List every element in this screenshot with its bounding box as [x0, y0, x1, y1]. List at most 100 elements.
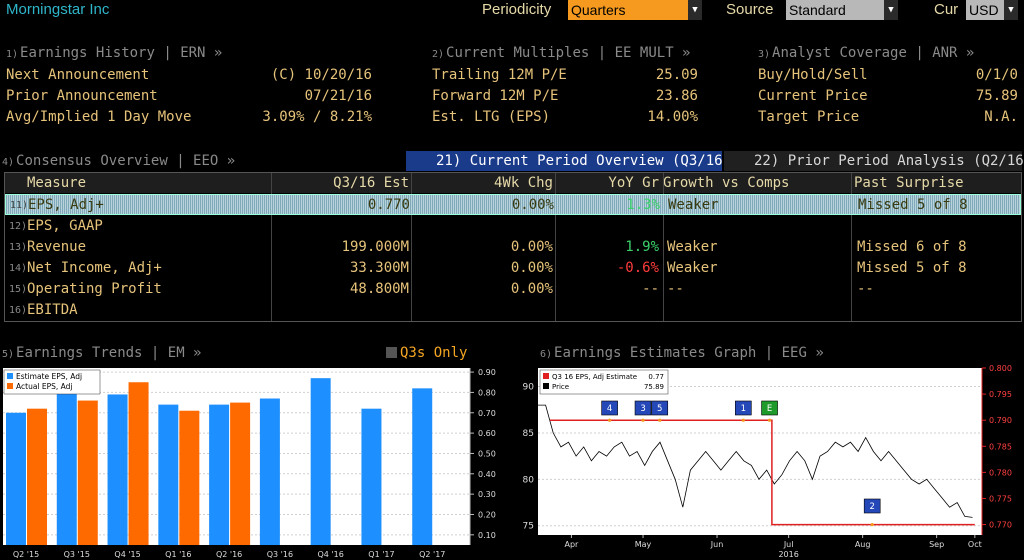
col-header-yoy[interactable]: YoY Gr	[559, 173, 659, 193]
row-surprise: Missed 5 of 8	[858, 197, 968, 213]
periodicity-label: Periodicity	[482, 1, 552, 18]
actual-bar	[179, 410, 200, 545]
earnings-history-link[interactable]: 1) Earnings History | ERN »	[6, 43, 222, 64]
legend-value: 0.77	[648, 373, 664, 381]
y-tick-label: 0.80	[478, 388, 496, 397]
marker-label: 3	[640, 404, 645, 414]
x-tick-label: Q1 '17	[368, 550, 394, 559]
y-tick-label: 0.60	[478, 429, 496, 438]
chevron-down-icon[interactable]: ▼	[1004, 0, 1018, 20]
source-select[interactable]: Standard ▼	[786, 0, 898, 20]
x-tick-label: Aug	[855, 540, 871, 549]
eh-value: (C) 10/20/16	[270, 67, 372, 83]
marker-label: 5	[657, 404, 662, 414]
x-tick-label: Q2 '16	[216, 550, 242, 559]
estimate-bar	[412, 388, 433, 545]
tab-prior-period[interactable]: 22) Prior Period Analysis (Q2/16)	[724, 151, 1024, 171]
earnings-estimates-chart: 758085900.7700.7750.7800.7850.7900.7950.…	[523, 365, 1012, 559]
estimate-bar	[56, 392, 77, 545]
row-measure: EPS, GAAP	[27, 218, 103, 234]
estimates-graph-link[interactable]: 6) Earnings Estimates Graph | EEG »	[540, 343, 824, 364]
section-title: Analyst Coverage | ANR »	[772, 45, 975, 61]
legend-label: Price	[552, 383, 569, 391]
col-header-comps[interactable]: Growth vs Comps	[663, 173, 790, 193]
y-tick-label: 0.30	[478, 490, 496, 499]
eh-value: 3.09% / 8.21%	[262, 109, 372, 125]
row-yoy: 1.9%	[625, 239, 659, 255]
legend-swatch	[7, 383, 13, 389]
table-row[interactable]: 12) EPS, GAAP	[5, 216, 1021, 237]
x-tick-label: Apr	[564, 540, 579, 549]
analyst-coverage-link[interactable]: 3) Analyst Coverage | ANR »	[758, 43, 974, 64]
left-tick-label: 75	[523, 522, 534, 532]
chevron-down-icon[interactable]: ▼	[688, 0, 702, 20]
table-row[interactable]: 11) EPS, Adj+ 0.770 0.00% 1.3% Weaker Mi…	[5, 194, 1021, 215]
table-row[interactable]: 14) Net Income, Adj+ 33.300M 0.00% -0.6%…	[5, 258, 1021, 279]
y-tick-label: 0.10	[478, 531, 496, 540]
row-measure: Revenue	[27, 239, 87, 255]
chevron-down-icon[interactable]: ▼	[884, 0, 898, 20]
ac-value: 0/1/0	[975, 67, 1018, 83]
legend-swatch	[7, 373, 13, 379]
q3s-only-toggle[interactable]: Q3s Only	[386, 343, 467, 364]
event-marker: 4	[601, 400, 618, 422]
cm-value: 23.86	[655, 88, 698, 104]
current-multiples-link[interactable]: 2) Current Multiples | EE MULT »	[432, 43, 690, 64]
eh-label: Avg/Implied 1 Day Move	[6, 109, 192, 125]
table-row[interactable]: 16) EBITDA	[5, 300, 1021, 321]
row-measure: EPS, Adj+	[28, 197, 104, 213]
marker-box	[651, 400, 669, 416]
x-tick-label: Jul	[783, 540, 794, 549]
table-row[interactable]: 15) Operating Profit 48.800M 0.00% -- --…	[5, 279, 1021, 300]
section-num: 1)	[6, 49, 19, 60]
security-title: Morningstar Inc	[6, 1, 110, 18]
right-tick-label: 0.770	[989, 521, 1012, 530]
row-surprise: --	[857, 281, 874, 297]
earnings-trends-chart: 0.10 0.20 0.30 0.40 0.50 0.60 0.70 0.80 0.90 Q2 '…	[3, 368, 496, 559]
eh-value: 07/21/16	[304, 88, 372, 104]
x-tick-label: Q2 '17	[419, 550, 445, 559]
section-title: Current Multiples | EE MULT »	[446, 45, 691, 61]
y-tick-label: 0.70	[478, 409, 496, 418]
section-num: 6)	[540, 349, 553, 360]
x-tick-label: Q4 '15	[114, 550, 140, 559]
y-tick-label: 0.90	[478, 368, 496, 377]
col-header-surprise[interactable]: Past Surprise	[854, 173, 964, 193]
eh-label: Prior Announcement	[6, 88, 158, 104]
row-est: 199.000M	[341, 239, 409, 255]
col-header-4wk[interactable]: 4Wk Chg	[415, 173, 553, 193]
col-header-est[interactable]: Q3/16 Est	[271, 173, 409, 193]
consensus-table: Measure Q3/16 Est 4Wk Chg YoY Gr Growth …	[4, 172, 1022, 322]
row-num: 11)	[10, 200, 29, 211]
legend-value: 75.89	[644, 383, 664, 391]
x-tick-label: May	[635, 540, 652, 549]
ac-label: Current Price	[758, 88, 868, 104]
x-tick-label: Jun	[710, 540, 724, 549]
periodicity-value: Quarters	[568, 0, 688, 20]
tab-current-period[interactable]: 21) Current Period Overview (Q3/16)	[406, 151, 731, 171]
currency-label: Cur	[934, 1, 959, 18]
event-marker: 5	[651, 400, 669, 422]
row-num: 13)	[9, 242, 28, 253]
consensus-overview-link[interactable]: 4) Consensus Overview | EEO »	[2, 151, 235, 172]
col-header-measure[interactable]: Measure	[27, 173, 87, 193]
earnings-trends-link[interactable]: 5) Earnings Trends | EM »	[2, 343, 201, 364]
table-row[interactable]: 13) Revenue 199.000M 0.00% 1.9% Weaker M…	[5, 237, 1021, 258]
marker-dot	[608, 418, 612, 422]
currency-select[interactable]: USD ▼	[966, 0, 1018, 20]
section-title: Earnings History | ERN »	[20, 45, 223, 61]
right-tick-label: 0.790	[989, 416, 1012, 425]
x-tick-label: Q3 '15	[64, 550, 90, 559]
periodicity-select[interactable]: Quarters ▼	[568, 0, 702, 20]
row-measure: EBITDA	[27, 302, 78, 318]
x-tick-label: Q4 '16	[318, 550, 344, 559]
actual-bar	[27, 408, 47, 545]
marker-label: E	[767, 404, 772, 414]
checkbox-icon[interactable]	[386, 347, 397, 358]
year-label: 2016	[778, 550, 798, 559]
chart-legend: Q3 16 EPS, Adj Estimate 0.77 Price 75.89	[539, 369, 669, 395]
x-tick-label: Q3 '16	[267, 550, 293, 559]
row-comps: Weaker	[667, 260, 718, 276]
section-title: Consensus Overview | EEO »	[16, 153, 236, 169]
marker-dot	[767, 418, 772, 422]
